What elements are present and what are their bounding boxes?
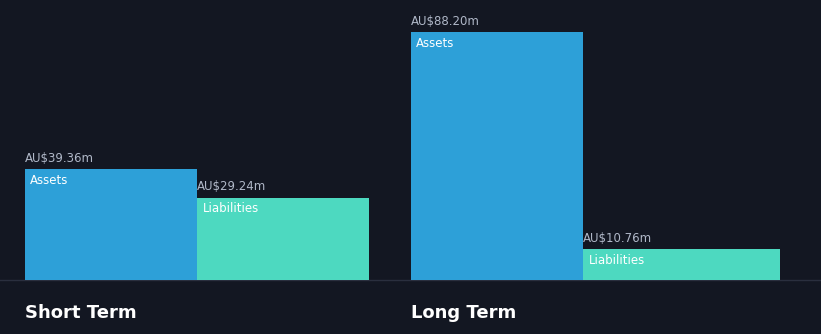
Text: Assets: Assets — [416, 37, 455, 50]
Text: Liabilities: Liabilities — [589, 254, 645, 267]
Text: AU$39.36m: AU$39.36m — [25, 152, 94, 165]
Bar — [197, 197, 369, 280]
Text: AU$10.76m: AU$10.76m — [583, 232, 652, 245]
Bar — [410, 32, 583, 280]
Text: Short Term: Short Term — [25, 304, 136, 322]
Text: AU$29.24m: AU$29.24m — [197, 180, 266, 193]
Text: Assets: Assets — [30, 174, 69, 187]
Bar — [583, 249, 780, 280]
Text: Long Term: Long Term — [410, 304, 516, 322]
Bar — [25, 169, 197, 280]
Text: Liabilities: Liabilities — [203, 202, 259, 215]
Text: AU$88.20m: AU$88.20m — [410, 15, 479, 28]
